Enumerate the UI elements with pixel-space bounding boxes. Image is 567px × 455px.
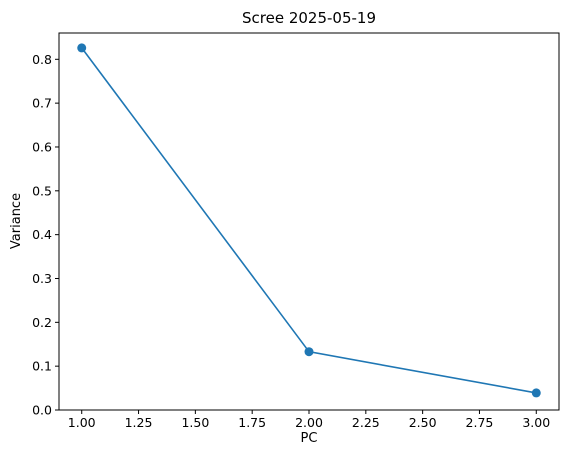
data-point: [531, 388, 541, 398]
data-point: [304, 347, 314, 357]
y-tick-label: 0.1: [32, 359, 52, 374]
y-tick-label: 0.7: [32, 96, 52, 111]
x-tick-label: 1.00: [68, 415, 96, 430]
y-tick-label: 0.4: [32, 227, 52, 242]
y-tick-label: 0.6: [32, 139, 52, 154]
x-tick-label: 1.75: [238, 415, 266, 430]
y-axis-ticks: 0.0 0.1 0.2 0.3 0.4 0.5 0.6 0.7 0.8: [32, 52, 59, 418]
y-tick-label: 0.8: [32, 52, 52, 67]
plot-area-frame: [58, 32, 560, 411]
x-tick-label: 1.25: [125, 415, 153, 430]
data-point: [77, 43, 87, 53]
x-axis-ticks: 1.00 1.25 1.50 1.75 2.00 2.25 2.50 2.75 3.00: [68, 410, 550, 430]
series-layer: [77, 43, 541, 398]
x-tick-label: 1.50: [181, 415, 209, 430]
y-axis-label: Variance: [9, 193, 24, 249]
y-tick-label: 0.2: [32, 315, 52, 330]
chart-title: Scree 2025-05-19: [242, 9, 376, 27]
y-tick-label: 0.5: [32, 183, 52, 198]
x-tick-label: 2.25: [352, 415, 380, 430]
x-tick-label: 2.50: [409, 415, 437, 430]
y-tick-label: 0.3: [32, 271, 52, 286]
x-tick-label: 2.75: [466, 415, 494, 430]
x-axis-label: PC: [301, 431, 318, 446]
x-tick-label: 3.00: [522, 415, 550, 430]
x-tick-label: 2.00: [295, 415, 323, 430]
y-tick-label: 0.0: [32, 403, 52, 418]
